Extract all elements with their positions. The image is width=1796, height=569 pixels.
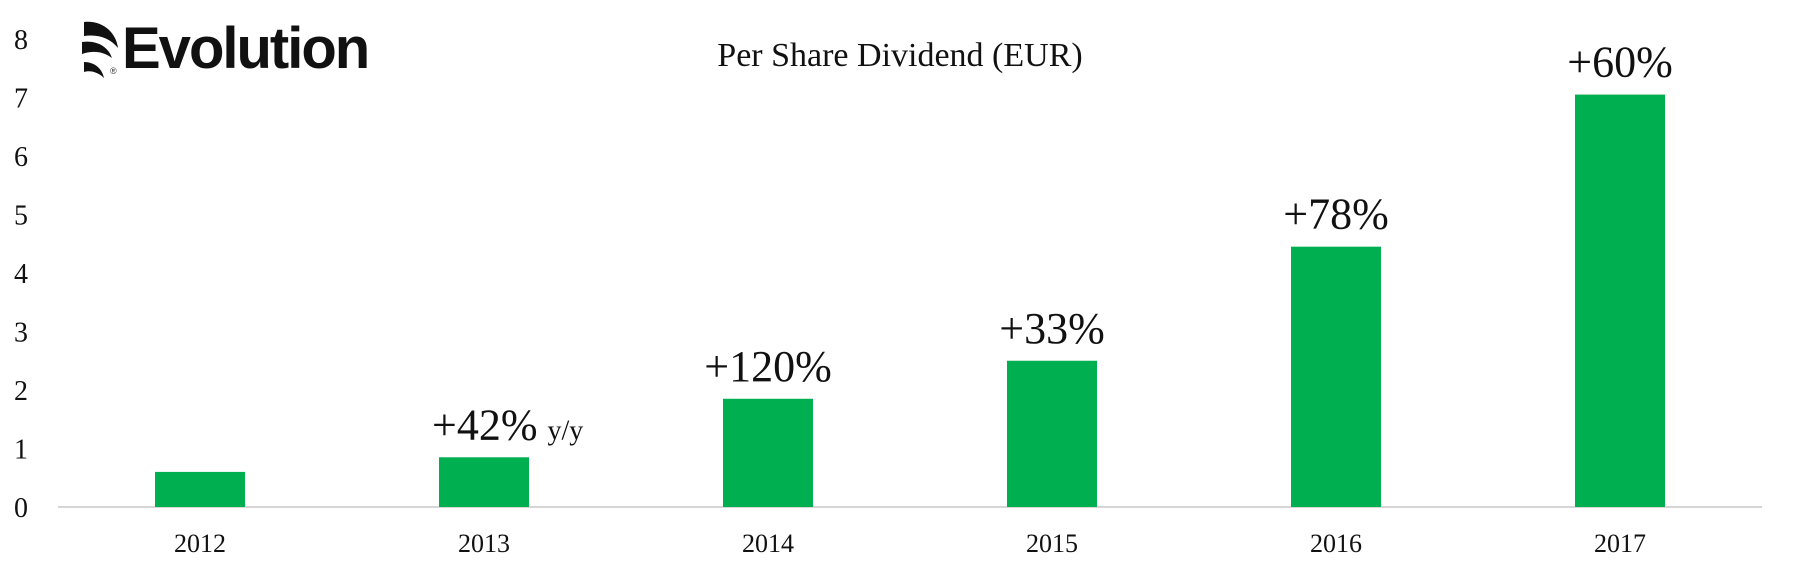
bar-2012 [155,471,245,507]
y-tick-label: 6 [14,142,28,173]
x-tick-label: 2012 [174,529,226,558]
y-tick-label: 3 [14,318,28,349]
growth-label-value: +42% [432,400,537,449]
bars-group [155,94,1665,508]
y-tick-label: 5 [14,201,28,232]
y-tick-label: 2 [14,376,28,407]
growth-label-2015: +33% [999,304,1104,353]
chart-title: Per Share Dividend (EUR) [717,37,1082,74]
bar-2013 [439,457,529,507]
bar-2016 [1291,246,1381,508]
growth-labels: +42% y/y +120% +33% +78% +60% [432,38,1673,450]
growth-suffix: y/y [547,415,583,446]
growth-label-value: +120% [704,342,831,391]
growth-label-2017: +60% [1567,38,1672,87]
evolution-logo-icon [82,21,118,78]
logo-registered-mark: ® [110,66,117,76]
growth-label-value: +33% [999,304,1104,353]
x-tick-label: 2013 [458,529,510,558]
x-axis-labels: 2012 2013 2014 2015 2016 2017 [174,529,1646,558]
evolution-logo: Evolution [80,16,370,81]
bar-2015 [1007,360,1097,507]
y-tick-label: 1 [14,435,28,466]
growth-label-2014: +120% [704,342,831,391]
growth-label-2013: +42% y/y [432,400,583,449]
growth-label-value: +78% [1283,190,1388,239]
y-tick-label: 7 [14,84,28,115]
x-tick-label: 2016 [1310,529,1362,558]
x-tick-label: 2017 [1594,529,1646,558]
x-tick-label: 2014 [742,529,794,558]
y-tick-label: 0 [14,493,28,524]
y-tick-label: 4 [14,259,28,290]
growth-label-value: +60% [1567,38,1672,87]
growth-label-2016: +78% [1283,190,1388,239]
x-tick-label: 2015 [1026,529,1078,558]
bar-2014 [723,398,813,507]
y-tick-label: 8 [14,25,28,56]
y-axis: 0 1 2 3 4 5 6 7 8 [14,25,28,524]
logo-wordmark: Evolution [122,16,370,81]
bar-2017 [1575,94,1665,507]
